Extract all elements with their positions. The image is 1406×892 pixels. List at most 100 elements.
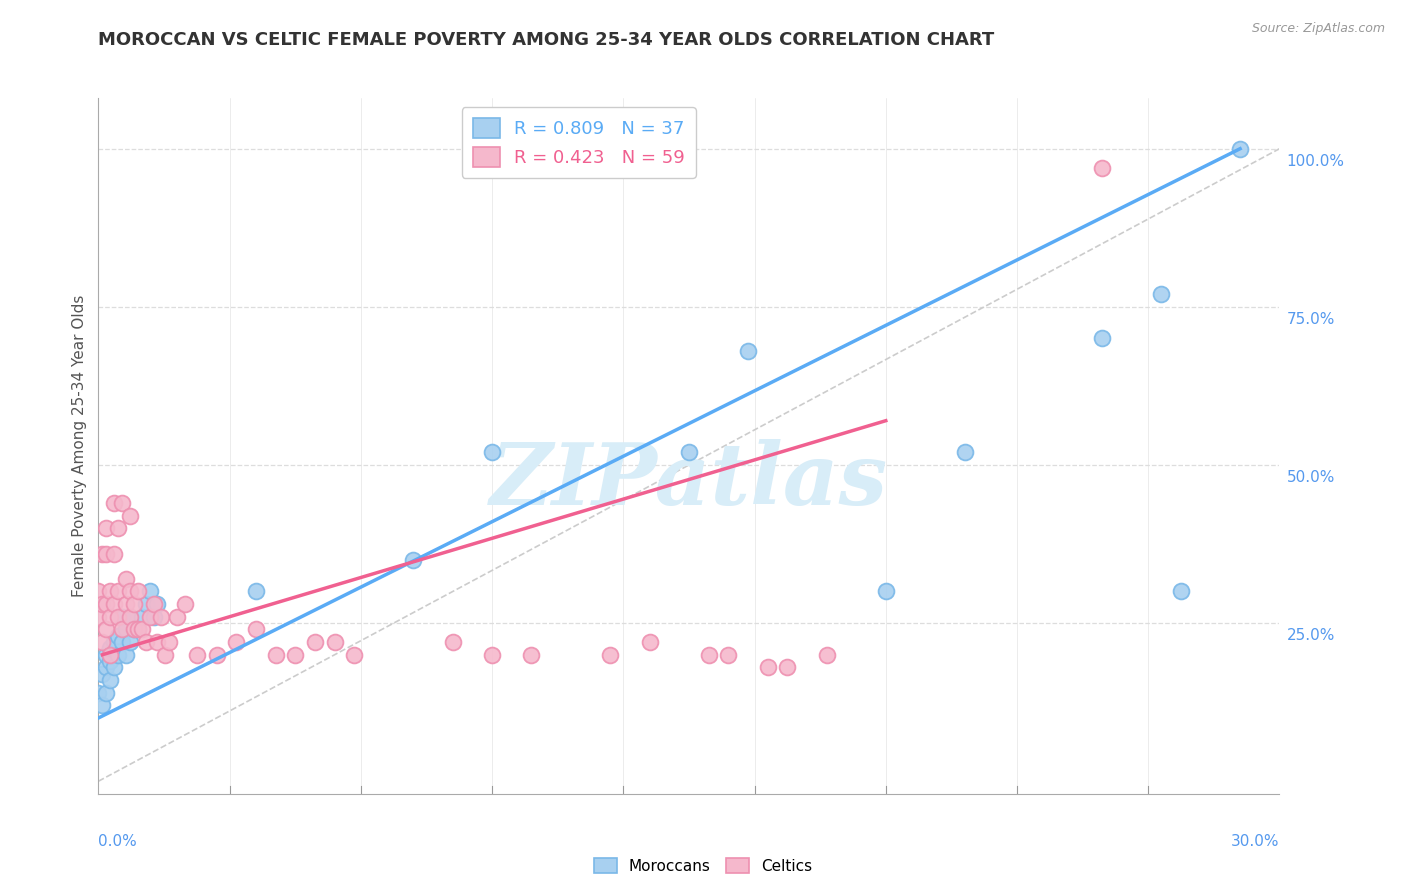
Point bbox=[142, 597, 165, 611]
Point bbox=[678, 445, 700, 459]
Point bbox=[98, 609, 121, 624]
Point bbox=[323, 635, 346, 649]
Point bbox=[122, 623, 145, 637]
Point bbox=[157, 635, 180, 649]
Point bbox=[107, 629, 129, 643]
Point bbox=[638, 635, 661, 649]
Point bbox=[737, 344, 759, 359]
Point bbox=[146, 597, 169, 611]
Point bbox=[87, 609, 110, 624]
Point bbox=[127, 584, 149, 599]
Point bbox=[245, 623, 267, 637]
Point bbox=[107, 521, 129, 535]
Y-axis label: Female Poverty Among 25-34 Year Olds: Female Poverty Among 25-34 Year Olds bbox=[72, 295, 87, 597]
Point bbox=[103, 660, 125, 674]
Point bbox=[122, 597, 145, 611]
Point bbox=[91, 635, 114, 649]
Point bbox=[697, 648, 720, 662]
Point bbox=[103, 547, 125, 561]
Point bbox=[115, 623, 138, 637]
Point bbox=[717, 648, 740, 662]
Point bbox=[107, 584, 129, 599]
Text: ZIPatlas: ZIPatlas bbox=[489, 439, 889, 523]
Point bbox=[225, 635, 247, 649]
Point bbox=[155, 648, 177, 662]
Point bbox=[1091, 331, 1114, 345]
Point bbox=[1170, 584, 1192, 599]
Point bbox=[87, 686, 110, 700]
Point bbox=[481, 648, 503, 662]
Point bbox=[91, 698, 114, 713]
Point bbox=[174, 597, 197, 611]
Point bbox=[343, 648, 366, 662]
Point bbox=[245, 584, 267, 599]
Point bbox=[118, 584, 141, 599]
Point bbox=[111, 496, 134, 510]
Point bbox=[264, 648, 287, 662]
Legend: R = 0.809   N = 37, R = 0.423   N = 59: R = 0.809 N = 37, R = 0.423 N = 59 bbox=[461, 107, 696, 178]
Text: 0.0%: 0.0% bbox=[98, 834, 138, 849]
Text: 50.0%: 50.0% bbox=[1286, 470, 1334, 485]
Point bbox=[91, 547, 114, 561]
Point bbox=[122, 623, 145, 637]
Point bbox=[131, 609, 153, 624]
Point bbox=[98, 584, 121, 599]
Point bbox=[103, 597, 125, 611]
Text: 100.0%: 100.0% bbox=[1286, 154, 1344, 169]
Point bbox=[127, 623, 149, 637]
Point bbox=[118, 508, 141, 523]
Point bbox=[146, 635, 169, 649]
Point bbox=[96, 648, 118, 662]
Point bbox=[815, 648, 838, 662]
Point bbox=[1150, 287, 1173, 301]
Point bbox=[91, 666, 114, 681]
Point bbox=[98, 648, 121, 662]
Point bbox=[1091, 161, 1114, 175]
Point bbox=[776, 660, 799, 674]
Point bbox=[115, 572, 138, 586]
Point bbox=[304, 635, 326, 649]
Text: MOROCCAN VS CELTIC FEMALE POVERTY AMONG 25-34 YEAR OLDS CORRELATION CHART: MOROCCAN VS CELTIC FEMALE POVERTY AMONG … bbox=[98, 31, 994, 49]
Point bbox=[87, 584, 110, 599]
Point bbox=[118, 609, 141, 624]
Point bbox=[96, 686, 118, 700]
Point bbox=[96, 623, 118, 637]
Text: 25.0%: 25.0% bbox=[1286, 628, 1334, 643]
Point bbox=[118, 609, 141, 624]
Point bbox=[115, 648, 138, 662]
Point bbox=[96, 547, 118, 561]
Point bbox=[111, 623, 134, 637]
Text: 75.0%: 75.0% bbox=[1286, 312, 1334, 327]
Point bbox=[135, 635, 157, 649]
Point bbox=[756, 660, 779, 674]
Point bbox=[166, 609, 188, 624]
Point bbox=[98, 673, 121, 687]
Point bbox=[142, 609, 165, 624]
Text: 30.0%: 30.0% bbox=[1232, 834, 1279, 849]
Point bbox=[103, 496, 125, 510]
Point bbox=[875, 584, 897, 599]
Point bbox=[186, 648, 208, 662]
Point bbox=[127, 623, 149, 637]
Point bbox=[96, 597, 118, 611]
Point bbox=[520, 648, 543, 662]
Point bbox=[205, 648, 228, 662]
Point bbox=[103, 635, 125, 649]
Point bbox=[98, 641, 121, 656]
Legend: Moroccans, Celtics: Moroccans, Celtics bbox=[588, 852, 818, 880]
Point bbox=[98, 654, 121, 668]
Point bbox=[402, 553, 425, 567]
Text: Source: ZipAtlas.com: Source: ZipAtlas.com bbox=[1251, 22, 1385, 36]
Point bbox=[111, 609, 134, 624]
Point bbox=[599, 648, 621, 662]
Point bbox=[107, 609, 129, 624]
Point bbox=[91, 597, 114, 611]
Point bbox=[107, 648, 129, 662]
Point bbox=[150, 609, 173, 624]
Point bbox=[1229, 142, 1251, 156]
Point bbox=[135, 597, 157, 611]
Point bbox=[96, 521, 118, 535]
Point bbox=[115, 597, 138, 611]
Point bbox=[118, 635, 141, 649]
Point bbox=[111, 635, 134, 649]
